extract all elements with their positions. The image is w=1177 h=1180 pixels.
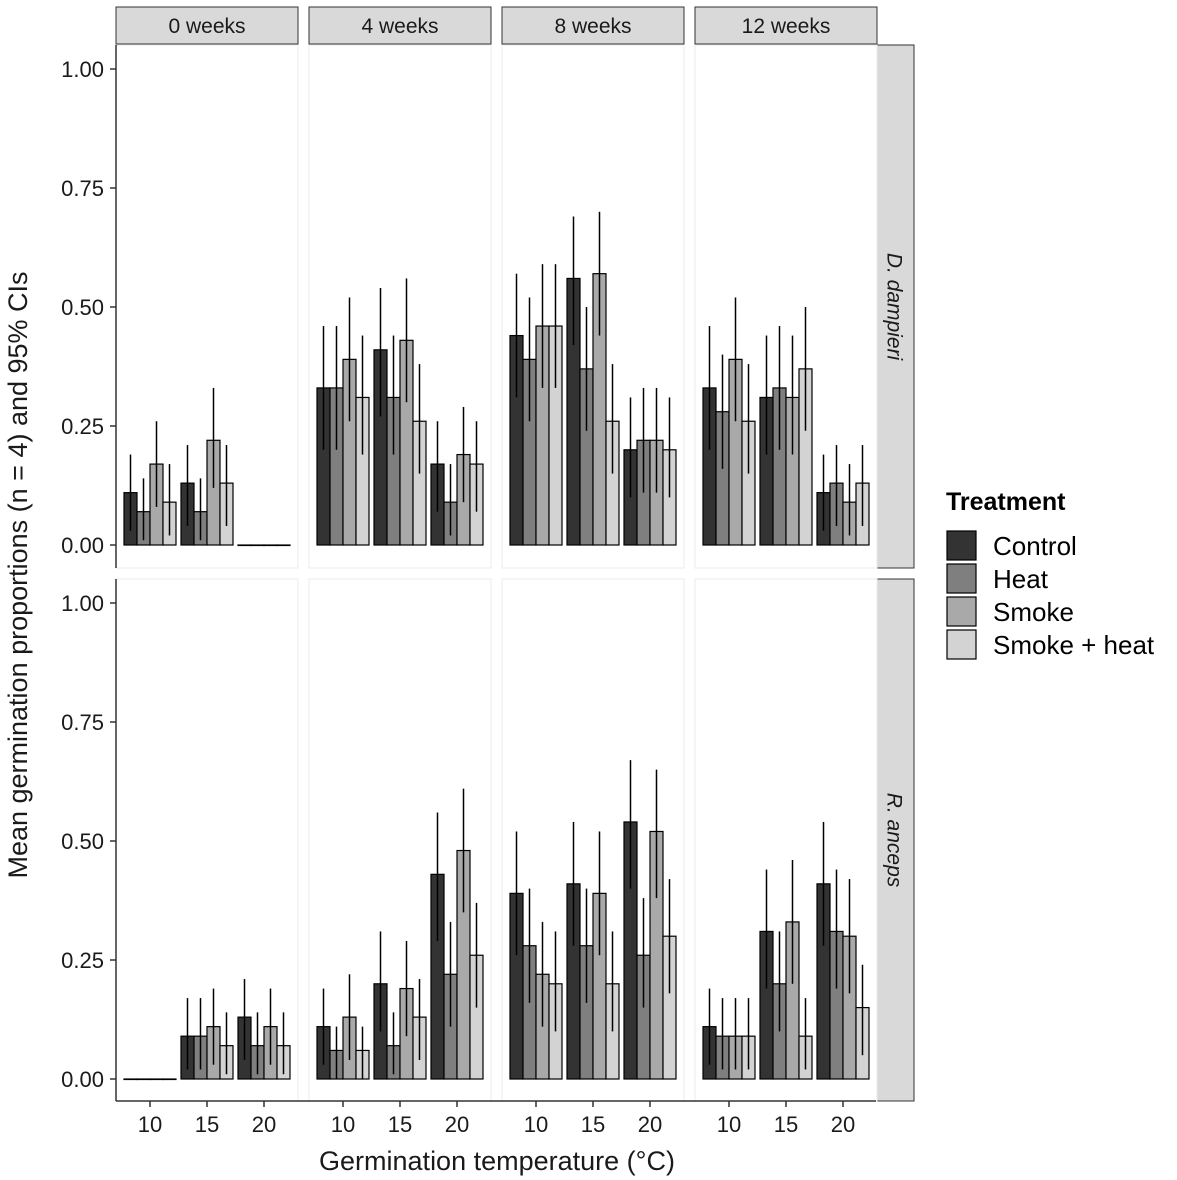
legend-label: Smoke + heat (993, 630, 1155, 660)
bar (237, 544, 252, 547)
bar (162, 1078, 177, 1081)
legend-swatch (946, 563, 977, 594)
y-axis-title: Mean germination proportions (n = 4) and… (3, 271, 33, 878)
x-tick-label: 15 (195, 1112, 219, 1137)
row-strips: D. dampieri R. anceps (876, 44, 915, 1102)
x-axis: 10 15 20 10 15 20 10 15 20 10 15 20 (116, 1100, 876, 1137)
y-tick-label: 0.75 (61, 710, 104, 735)
x-tick-label: 20 (445, 1112, 469, 1137)
y-tick-label: 0.50 (61, 295, 104, 320)
bar (136, 1078, 151, 1081)
x-tick-label: 15 (581, 1112, 605, 1137)
y-tick-label: 0.00 (61, 1067, 104, 1092)
y-tick-label: 1.00 (61, 591, 104, 616)
panels (115, 44, 878, 1102)
y-tick-label: 0.25 (61, 414, 104, 439)
row-strip (876, 578, 915, 1102)
row-strip-label: R. anceps (883, 793, 906, 888)
column-strip-label: 12 weeks (742, 15, 831, 38)
bar (276, 544, 291, 547)
legend-swatch (946, 530, 977, 561)
column-strip (694, 6, 878, 45)
legend-label: Heat (993, 564, 1049, 594)
panel-background (115, 578, 299, 1102)
row-strip-label: D. dampieri (883, 253, 906, 362)
x-tick-label: 10 (138, 1112, 162, 1137)
x-axis-title: Germination temperature (°C) (319, 1146, 675, 1176)
column-strip-label: 8 weeks (554, 15, 631, 38)
x-tick-label: 20 (831, 1112, 855, 1137)
column-strip (115, 6, 299, 45)
y-axes: 0.00 0.25 0.50 0.75 1.00 0.00 0.25 0.50 0.75 1.00 (61, 45, 117, 1101)
y-tick-label: 0.00 (61, 533, 104, 558)
x-tick-label: 20 (638, 1112, 662, 1137)
bar (263, 544, 278, 547)
x-tick-label: 10 (331, 1112, 355, 1137)
legend-title: Treatment (946, 488, 1066, 516)
column-strip-label: 4 weeks (361, 15, 438, 38)
legend-swatch (946, 596, 977, 627)
bar (250, 544, 265, 547)
x-tick-label: 10 (524, 1112, 548, 1137)
column-strips: 0 weeks 4 weeks 8 weeks 12 weeks (115, 6, 878, 45)
legend-label: Control (993, 531, 1077, 561)
bar (123, 1078, 138, 1081)
legend-swatch (946, 629, 977, 660)
row-strip (876, 44, 915, 569)
column-strip-label: 0 weeks (168, 15, 245, 38)
x-tick-label: 15 (388, 1112, 412, 1137)
column-strip (501, 6, 685, 45)
bar (149, 1078, 164, 1081)
y-tick-label: 0.25 (61, 948, 104, 973)
column-strip (308, 6, 492, 45)
legend-label: Smoke (993, 597, 1074, 627)
x-tick-label: 10 (717, 1112, 741, 1137)
y-tick-label: 0.75 (61, 176, 104, 201)
x-tick-label: 20 (252, 1112, 276, 1137)
x-tick-label: 15 (774, 1112, 798, 1137)
y-tick-label: 0.50 (61, 829, 104, 854)
y-tick-label: 1.00 (61, 57, 104, 82)
